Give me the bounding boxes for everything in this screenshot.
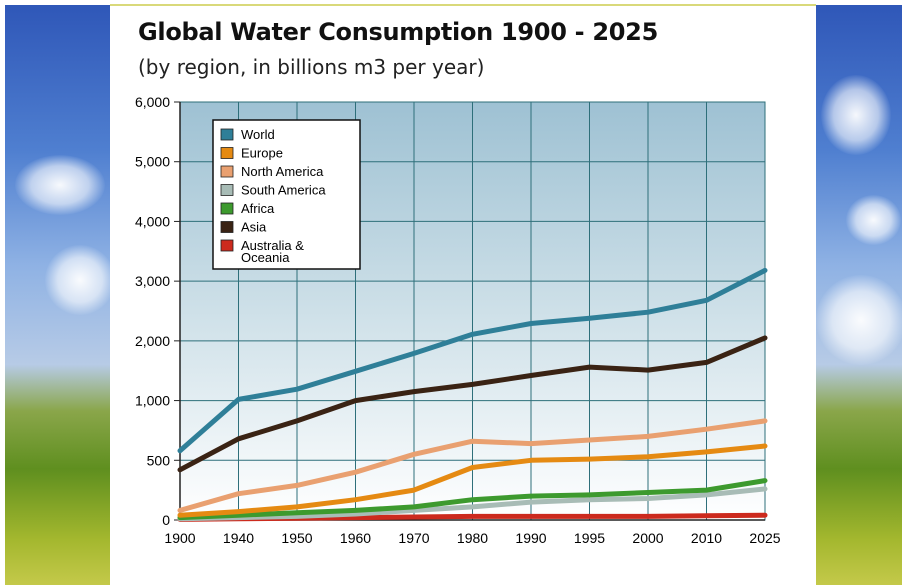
y-tick-label: 5,000 [135,154,170,170]
x-tick-label: 2010 [691,530,722,546]
y-tick-label: 4,000 [135,213,170,229]
legend-swatch-europe [220,147,234,159]
y-tick-label: 3,000 [135,273,170,289]
y-tick-label: 1,000 [135,393,170,409]
legend-swatch-asia [220,221,234,233]
series-lines [177,267,768,522]
x-tick-label: 2000 [632,530,663,546]
background-sky-left [5,5,115,585]
legend-label-africa: Africa [241,201,275,216]
y-tick-label: 6,000 [135,94,170,110]
legend-label-south-america: South America [241,183,326,198]
cloud-decoration [45,245,115,315]
series-line-north-america [177,418,768,513]
legend-swatch-world [220,128,234,141]
legend-label-north-america: North America [241,164,324,179]
legend-swatch-australia-oceania [220,239,234,252]
x-tick-label: 1990 [515,530,546,546]
legend-swatch-africa [220,202,234,215]
x-axis-ticks: 1900 1940 1950 1960 1970 1980 1990 1995 2000 2010… [164,530,780,546]
x-tick-label: 2025 [749,530,780,546]
legend-swatch-south-america [220,184,234,196]
x-tick-label: 1980 [457,530,488,546]
x-tick-label: 1900 [164,530,195,546]
x-tick-label: 1950 [281,530,312,546]
series-line-africa [177,478,768,521]
chart-title: Global Water Consumption 1900 - 2025 [138,18,658,46]
legend-label-europe: Europe [241,146,283,161]
x-tick-label: 1940 [223,530,254,546]
y-axis-ticks: 0 500 1,000 2,000 3,000 4,000 5,000 6,000 [135,94,180,528]
y-tick-label: 2,000 [135,333,170,349]
y-tick-label: 500 [147,452,171,468]
legend-label-asia: Asia [241,220,267,235]
legend-label-australia-oceania: Oceania [241,250,290,265]
x-tick-label: 1995 [574,530,605,546]
series-line-south-america [177,486,768,522]
legend-label-world: World [241,127,275,142]
background-sky-right [816,5,902,585]
x-tick-label: 1960 [340,530,371,546]
series-line-asia [177,335,768,473]
cloud-decoration [15,155,105,215]
cloud-decoration [846,195,901,245]
chart-subtitle: (by region, in billions m3 per year) [138,55,485,79]
series-line-world [177,267,768,454]
legend: World Europe North America South America Afr… [212,119,361,270]
y-tick-label: 0 [162,512,170,528]
cloud-decoration [821,75,891,155]
x-tick-label: 1970 [398,530,429,546]
top-divider [110,4,816,6]
legend-label-australia-oceania: Australia & [241,238,304,253]
legend-box [212,119,361,270]
cloud-decoration [816,275,902,365]
legend-swatch-north-america [220,165,234,178]
series-line-europe [177,443,768,518]
